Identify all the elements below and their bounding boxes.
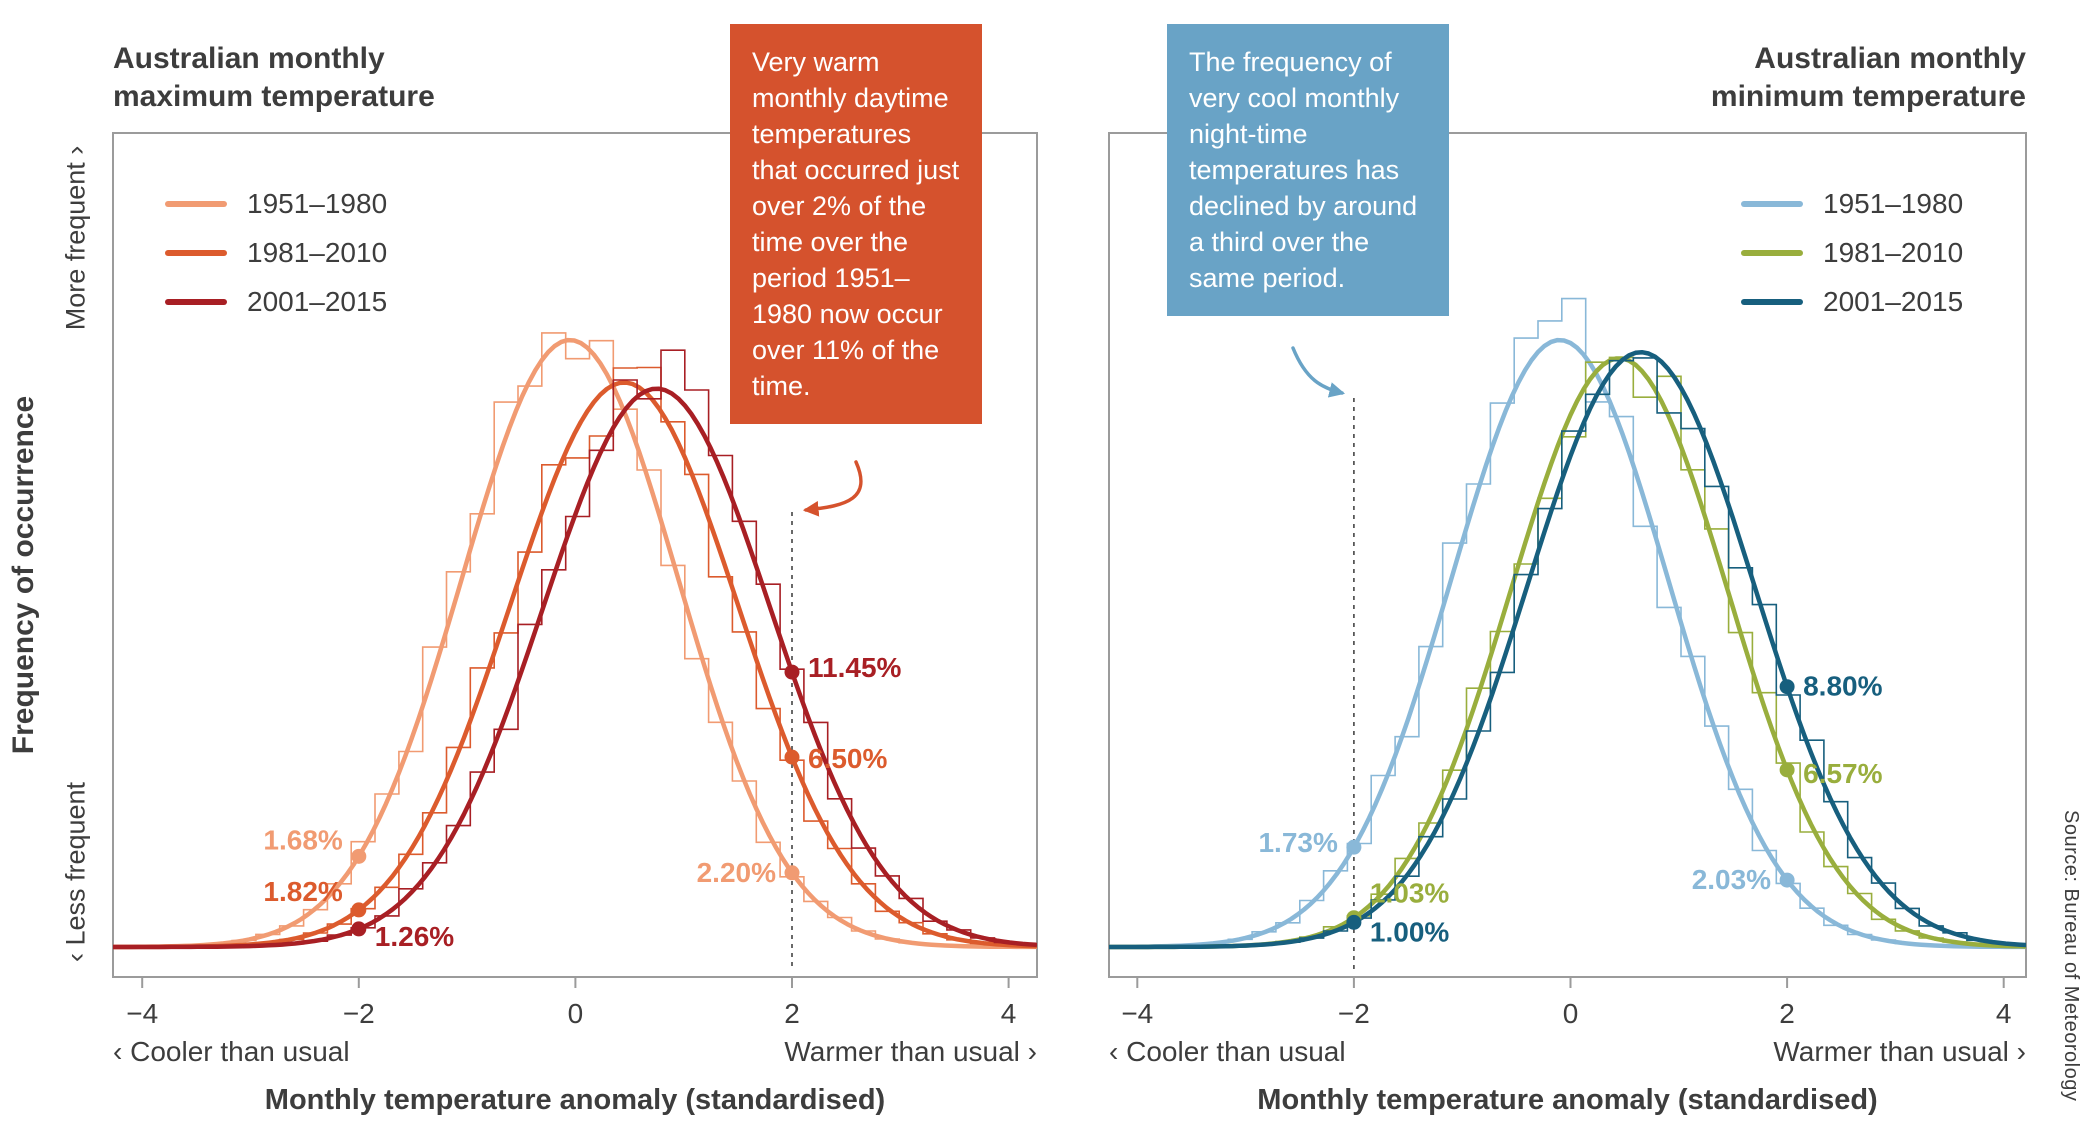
callout-arrow [802, 460, 863, 517]
threshold-dot [1779, 679, 1795, 695]
density-curve [113, 337, 1037, 950]
legend-item-2001-2015: 2001–2015 [165, 286, 387, 318]
threshold-dot [351, 902, 367, 918]
legend-swatch [165, 250, 227, 256]
x-tick-label: 0 [1563, 998, 1579, 1029]
threshold-pct-label: 1.82% [263, 876, 342, 907]
threshold-pct-label: 2.20% [697, 857, 776, 888]
left-x-axis-title: Monthly temperature anomaly (standardise… [264, 1084, 886, 1116]
threshold-dot [784, 749, 800, 765]
density-curve [1109, 356, 2026, 950]
warm-days-callout: Very warm monthly daytime temperatures t… [730, 24, 982, 424]
threshold-pct-label: 1.68% [263, 824, 342, 855]
left-chart-title-line1: Australian monthly [113, 42, 385, 75]
threshold-pct-label: 6.50% [808, 743, 887, 774]
x-tick-label: −2 [343, 998, 375, 1029]
legend-swatch [165, 299, 227, 305]
right-legend: 1951–1980 1981–2010 2001–2015 [1741, 188, 1963, 318]
threshold-pct-label: 1.00% [1370, 916, 1449, 947]
density-curve [113, 386, 1037, 950]
threshold-dot [1779, 762, 1795, 778]
right-x-axis-title: Monthly temperature anomaly (standardise… [1257, 1084, 1878, 1116]
panel-0: −4 −2 0 2 4 11.45% 6.50% 2.20% 1.68% 1.82% 1.26% [112, 132, 1038, 1029]
cool-nights-callout: The frequency of very cool monthly night… [1167, 24, 1449, 316]
threshold-pct-label: 11.45% [808, 652, 902, 683]
histogram-outline [1109, 357, 2026, 948]
x-tick-label: −2 [1338, 998, 1370, 1029]
right-chart-title-line1: Australian monthly [1754, 42, 2026, 75]
histogram-outline [1109, 356, 2026, 948]
left-chart-title: Australian monthly maximum temperature [113, 40, 435, 116]
right-cooler-label: ‹ Cooler than usual [1109, 1036, 1346, 1067]
legend-item-1981-2010: 1981–2010 [1741, 237, 1963, 269]
histogram-outline [1109, 297, 2026, 948]
density-curve [1109, 349, 2026, 950]
legend-swatch [1741, 299, 1803, 305]
threshold-dot [784, 865, 800, 881]
legend-item-1951-1980: 1951–1980 [1741, 188, 1963, 220]
source-credit: Source: Bureau of Meteorology [2060, 810, 2082, 1102]
density-curve [1109, 337, 2026, 950]
left-legend: 1951–1980 1981–2010 2001–2015 [165, 188, 387, 318]
legend-label: 1981–2010 [1823, 237, 1964, 268]
histogram-outline [113, 349, 1037, 948]
threshold-dot [1346, 914, 1362, 930]
right-chart-title-line2: minimum temperature [1710, 80, 2026, 113]
threshold-pct-label: 8.80% [1803, 671, 1882, 702]
x-tick-label: −4 [126, 998, 158, 1029]
legend-swatch [1741, 250, 1803, 256]
x-tick-label: 2 [784, 998, 800, 1029]
plot-border [1108, 132, 2027, 978]
threshold-dot [784, 664, 800, 680]
y-axis-less-frequent-label: ‹ Less frequent [60, 781, 91, 963]
right-chart-title: Australian monthly minimum temperature [1711, 40, 2026, 116]
threshold-pct-label: 1.73% [1258, 827, 1337, 858]
left-chart-title-line2: maximum temperature [113, 80, 435, 113]
y-axis-title: Frequency of occurrence [7, 395, 40, 755]
x-tick-label: 2 [1779, 998, 1795, 1029]
x-tick-label: −4 [1121, 998, 1153, 1029]
y-axis-more-frequent-label: More frequent › [60, 145, 91, 331]
x-tick-label: 0 [568, 998, 584, 1029]
left-cooler-label: ‹ Cooler than usual [113, 1036, 350, 1067]
legend-swatch [1741, 201, 1803, 207]
legend-item-1981-2010: 1981–2010 [165, 237, 387, 269]
threshold-pct-label: 2.03% [1692, 864, 1771, 895]
left-warmer-label: Warmer than usual › [784, 1036, 1037, 1067]
legend-swatch [165, 201, 227, 207]
callout-arrow [1291, 346, 1346, 398]
threshold-pct-label: 6.57% [1803, 758, 1882, 789]
histogram-outline [113, 332, 1037, 948]
x-tick-label: 4 [1996, 998, 2012, 1029]
threshold-dot [351, 848, 367, 864]
threshold-pct-label: 1.26% [375, 921, 454, 952]
threshold-dot [1779, 872, 1795, 888]
threshold-dot [1346, 839, 1362, 855]
legend-item-1951-1980: 1951–1980 [165, 188, 387, 220]
legend-item-2001-2015: 2001–2015 [1741, 286, 1963, 318]
legend-label: 1951–1980 [247, 188, 388, 219]
threshold-pct-label: 1.03% [1370, 878, 1449, 909]
threshold-dot [351, 921, 367, 937]
density-curve [113, 380, 1037, 950]
legend-label: 1981–2010 [247, 237, 388, 268]
x-tick-label: 4 [1001, 998, 1017, 1029]
legend-label: 2001–2015 [1823, 286, 1964, 317]
legend-label: 2001–2015 [247, 286, 388, 317]
panel-1: −4 −2 0 2 4 8.80% 6.57% 2.03% 1.73% 1.03% 1.00% [1108, 132, 2027, 1029]
right-warmer-label: Warmer than usual › [1773, 1036, 2026, 1067]
legend-label: 1951–1980 [1823, 188, 1964, 219]
